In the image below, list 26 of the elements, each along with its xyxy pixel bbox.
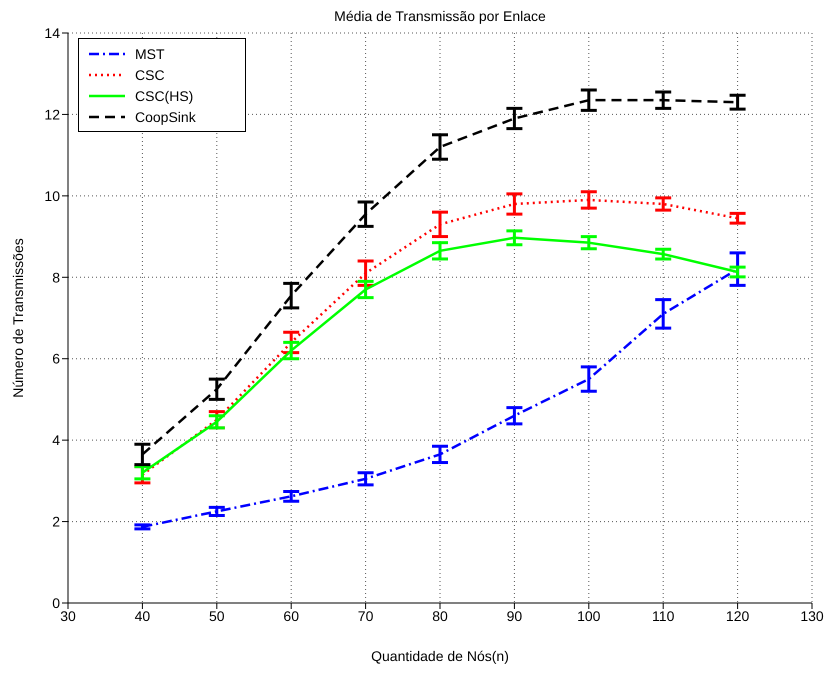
legend-label: CSC	[135, 66, 165, 82]
y-tick-label: 4	[52, 432, 60, 448]
y-tick-label: 12	[44, 106, 60, 122]
x-tick-label: 100	[577, 608, 601, 624]
chart-title: Média de Transmissão por Enlace	[334, 8, 546, 24]
x-axis-title: Quantidade de Nós(n)	[371, 648, 509, 664]
y-tick-label: 8	[52, 269, 60, 286]
x-tick-label: 110	[652, 608, 675, 624]
x-tick-label: 80	[432, 608, 448, 624]
y-tick-label: 6	[52, 350, 60, 367]
legend-label: CoopSink	[135, 108, 196, 124]
y-tick-label: 10	[44, 188, 60, 204]
legend-label: MST	[135, 46, 165, 62]
legend-label: CSC(HS)	[135, 88, 194, 104]
x-tick-label: 70	[358, 608, 374, 624]
y-tick-label: 14	[44, 24, 60, 41]
x-tick-label: 40	[134, 608, 150, 624]
x-tick-label: 30	[60, 608, 76, 624]
x-tick-label: 50	[209, 608, 225, 624]
y-tick-label: 0	[52, 594, 60, 611]
x-tick-label: 60	[283, 608, 300, 624]
y-tick-label: 2	[52, 514, 60, 530]
x-tick-label: 90	[506, 608, 522, 624]
y-axis-title: Número de Transmissões	[10, 238, 26, 398]
x-tick-label: 120	[726, 608, 750, 624]
x-tick-label: 130	[800, 608, 824, 624]
